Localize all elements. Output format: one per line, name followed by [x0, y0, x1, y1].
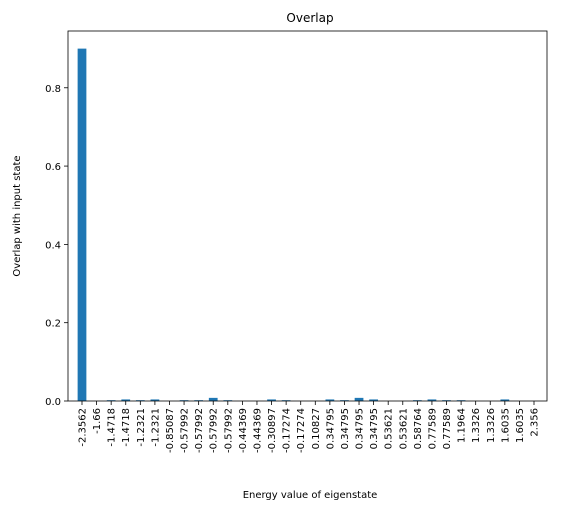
- x-tick-label: 0.53621: [384, 408, 395, 449]
- x-tick-label: -0.44369: [238, 408, 249, 453]
- x-tick-label: 1.1964: [457, 408, 468, 443]
- bar: [267, 399, 276, 401]
- y-axis-ticks: 0.0 0.2 0.4 0.6 0.8: [45, 84, 68, 408]
- x-axis-ticks: -2.3562 -1.66 -1.4718 -1.4718 -1.2321 -1.2321…: [78, 401, 541, 453]
- y-tick-label: 0.2: [45, 319, 61, 330]
- x-tick-label: -0.57992: [209, 408, 220, 453]
- y-tick-label: 0.8: [45, 84, 61, 95]
- x-tick-label: -0.17274: [282, 408, 293, 453]
- x-tick-label: 0.34795: [369, 408, 380, 449]
- x-tick-label: 0.53621: [398, 408, 409, 449]
- x-tick-label: -1.4718: [121, 408, 132, 447]
- x-tick-label: -2.3562: [78, 408, 89, 447]
- x-tick-label: 0.34795: [355, 408, 366, 449]
- x-tick-label: -1.4718: [107, 408, 118, 447]
- x-tick-label: 1.3326: [471, 408, 482, 443]
- x-tick-label: -1.66: [92, 408, 103, 434]
- x-tick-label: 1.3326: [486, 408, 497, 443]
- x-tick-label: 0.10827: [311, 408, 322, 449]
- x-tick-label: -0.17274: [296, 408, 307, 453]
- x-tick-label: 0.34795: [340, 408, 351, 449]
- x-tick-label: -0.44369: [252, 408, 263, 453]
- bar: [354, 397, 364, 401]
- x-tick-label: -0.57992: [194, 408, 205, 453]
- y-axis-label: Overlap with input state: [12, 155, 23, 276]
- bar: [500, 399, 510, 401]
- x-tick-label: 1.6035: [500, 408, 511, 443]
- bar: [369, 399, 378, 401]
- x-axis-label: Energy value of eigenstate: [243, 490, 378, 501]
- x-tick-label: 0.77589: [442, 408, 453, 449]
- bar: [427, 399, 437, 401]
- bar: [325, 399, 335, 401]
- x-tick-label: -1.2321: [150, 408, 161, 447]
- bars: [77, 48, 510, 401]
- x-tick-label: -0.57992: [180, 408, 191, 453]
- x-tick-label: 0.58764: [413, 408, 424, 449]
- x-tick-label: -0.57992: [223, 408, 234, 453]
- x-tick-label: 1.6035: [515, 408, 526, 443]
- x-tick-label: 0.34795: [325, 408, 336, 449]
- x-tick-label: 2.356: [530, 408, 541, 437]
- x-tick-label: -0.30897: [267, 408, 278, 453]
- y-tick-label: 0.6: [45, 162, 61, 173]
- y-tick-label: 0.4: [45, 240, 61, 251]
- bar: [150, 399, 160, 401]
- x-tick-label: 0.77589: [427, 408, 438, 449]
- plot-frame: [67, 30, 548, 402]
- bar: [208, 397, 218, 401]
- bar: [121, 399, 131, 401]
- x-tick-label: -0.85087: [165, 408, 176, 453]
- y-tick-label: 0.0: [45, 397, 61, 408]
- chart-title: Overlap: [286, 11, 333, 25]
- x-tick-label: -1.2321: [136, 408, 147, 447]
- bar: [77, 48, 87, 401]
